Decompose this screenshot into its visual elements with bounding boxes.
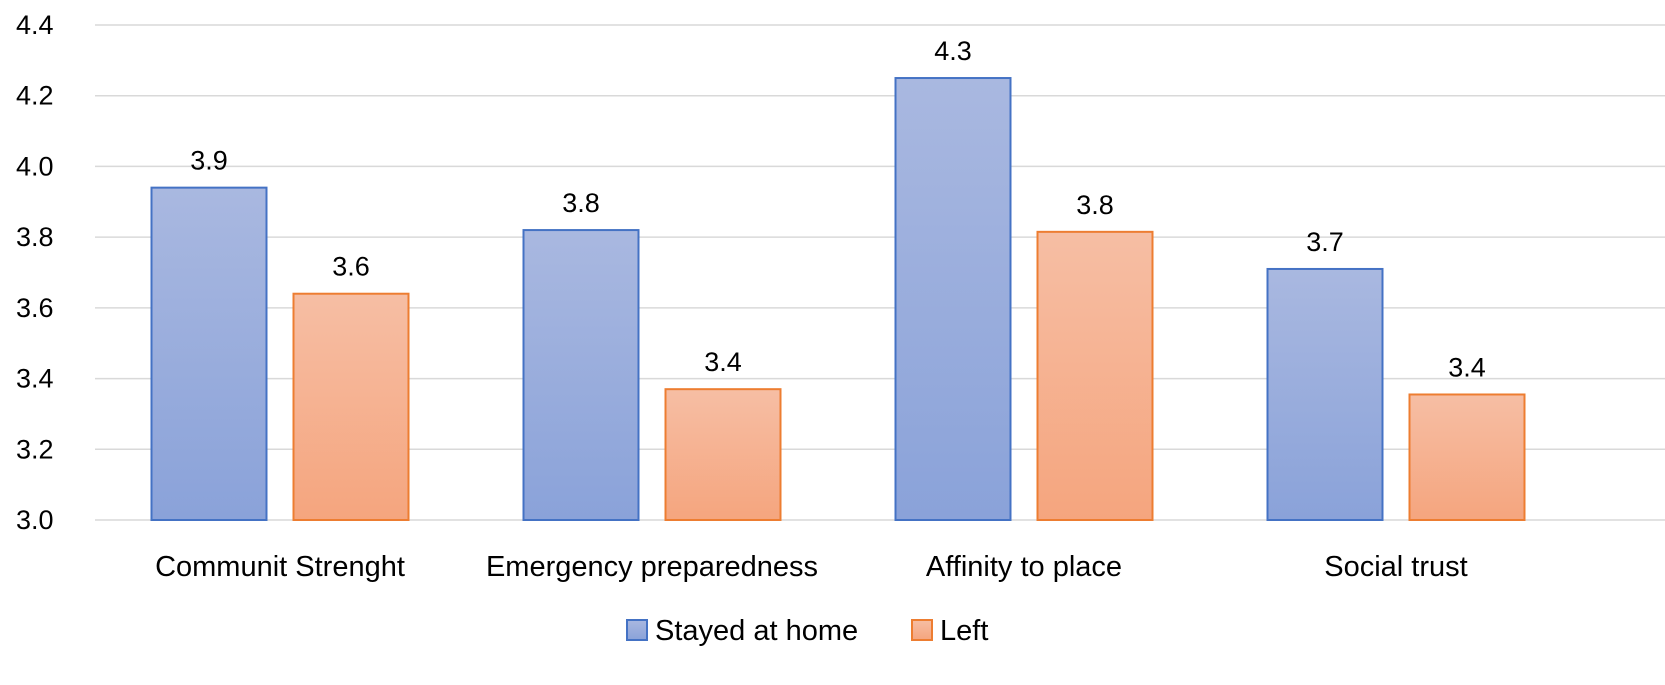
y-tick-label: 3.2: [16, 434, 54, 464]
bar-stayed-at-home: [1266, 267, 1384, 522]
y-tick-label: 4.0: [16, 151, 54, 181]
legend-label: Stayed at home: [655, 615, 858, 647]
data-labels: 3.9 3.8 4.3 3.7 3.6 3.4 3.8 3.4: [190, 36, 1486, 382]
x-tick-label: Social trust: [1324, 551, 1467, 583]
legend-swatch: [626, 619, 648, 641]
data-label: 3.4: [1448, 352, 1486, 382]
bar-left: [1036, 230, 1154, 521]
x-axis: Communit Strenght Emergency preparedness A…: [155, 551, 1468, 583]
x-tick-label: Communit Strenght: [155, 551, 405, 583]
y-tick-label: 3.8: [16, 222, 54, 252]
legend-swatch: [911, 619, 933, 641]
legend-label: Left: [940, 615, 988, 647]
legend: Stayed at home Left: [626, 615, 988, 647]
bars: [150, 77, 1526, 522]
y-tick-label: 4.4: [16, 10, 54, 40]
data-label: 3.9: [190, 146, 228, 176]
bar-stayed-at-home: [150, 186, 268, 521]
y-tick-label: 4.2: [16, 81, 54, 111]
data-label: 4.3: [934, 36, 972, 66]
x-tick-label: Affinity to place: [926, 551, 1122, 583]
data-label: 3.4: [704, 347, 742, 377]
data-label: 3.8: [562, 188, 600, 218]
x-tick-label: Emergency preparedness: [486, 551, 818, 583]
y-tick-label: 3.0: [16, 505, 54, 535]
bar-left: [292, 292, 410, 522]
data-label: 3.7: [1306, 227, 1344, 257]
y-tick-label: 3.6: [16, 293, 54, 323]
bar-left: [1408, 393, 1526, 522]
bar-stayed-at-home: [522, 229, 640, 521]
data-label: 3.6: [332, 252, 370, 282]
y-axis: 3.0 3.2 3.4 3.6 3.8 4.0 4.2 4.4: [16, 10, 54, 535]
bar-left: [664, 388, 782, 521]
data-label: 3.8: [1076, 190, 1114, 220]
bar-stayed-at-home: [894, 77, 1012, 522]
y-tick-label: 3.4: [16, 364, 54, 394]
